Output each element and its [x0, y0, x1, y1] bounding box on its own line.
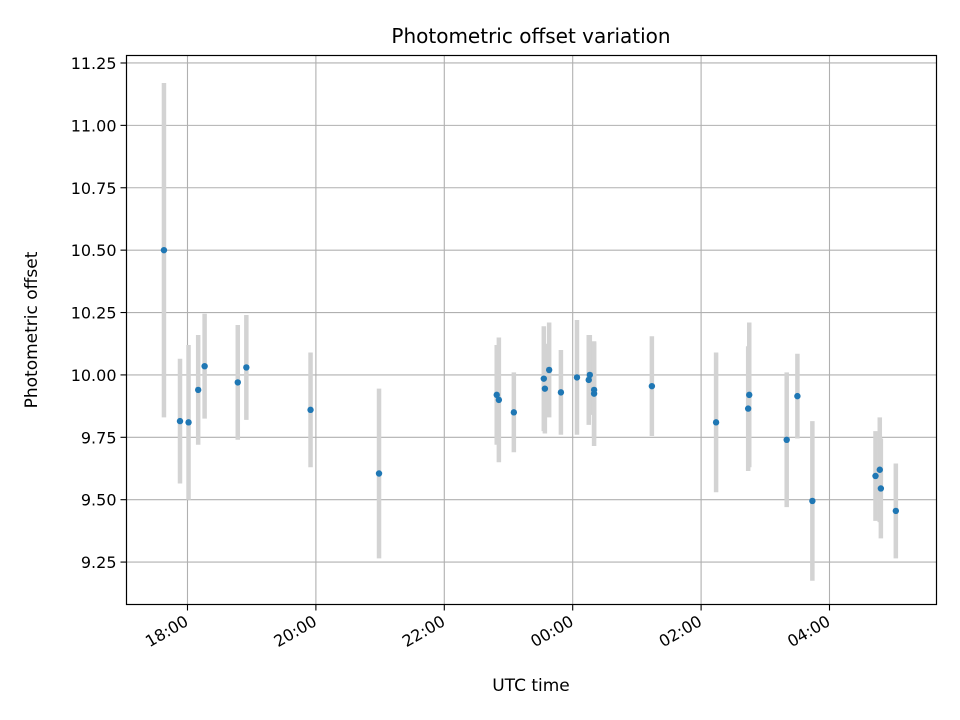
data-point [176, 417, 184, 425]
data-points [160, 246, 900, 515]
data-point [194, 386, 202, 394]
data-point [892, 507, 900, 515]
data-point [510, 409, 518, 416]
y-tick-label: 11.00 [71, 116, 117, 135]
data-point [201, 362, 208, 370]
data-point [557, 389, 565, 396]
data-point [648, 382, 656, 390]
data-point [876, 466, 883, 473]
data-point [540, 375, 548, 382]
data-point [809, 497, 816, 505]
y-tick-label: 11.25 [71, 54, 117, 73]
y-axis-title: Photometric offset [22, 251, 42, 408]
data-point [243, 364, 250, 371]
y-tick-label: 10.00 [71, 366, 117, 385]
data-point [712, 419, 720, 426]
data-point [160, 246, 168, 254]
data-point [234, 379, 241, 386]
x-axis-title: UTC time [492, 676, 570, 696]
data-point [545, 366, 553, 374]
plot-frame [125, 54, 938, 606]
data-point [573, 374, 581, 381]
y-tick-label: 9.50 [81, 491, 117, 510]
data-point [541, 385, 549, 392]
data-point [185, 419, 192, 426]
y-tick-label: 10.75 [71, 179, 117, 198]
data-point [794, 392, 801, 400]
chart-title: Photometric offset variation [391, 24, 670, 48]
y-tick-label: 9.25 [81, 553, 117, 572]
data-point [783, 436, 790, 443]
data-point [872, 472, 879, 480]
data-point [493, 391, 500, 399]
data-point [590, 390, 598, 397]
data-point [495, 396, 503, 404]
data-point [307, 406, 314, 414]
y-tick-label: 10.50 [71, 241, 117, 260]
data-point [877, 485, 885, 492]
data-point [375, 470, 383, 477]
grid [126, 55, 937, 605]
data-point [746, 391, 753, 399]
data-point [586, 371, 594, 379]
y-tick-label: 10.25 [71, 304, 117, 323]
data-point [744, 405, 752, 412]
y-tick-label: 9.75 [81, 428, 117, 447]
data-point [585, 376, 592, 384]
y-axis-ticks: 9.25 9.50 9.75 10.00 10.25 10.50 10.75 11.00 11.… [71, 54, 127, 572]
